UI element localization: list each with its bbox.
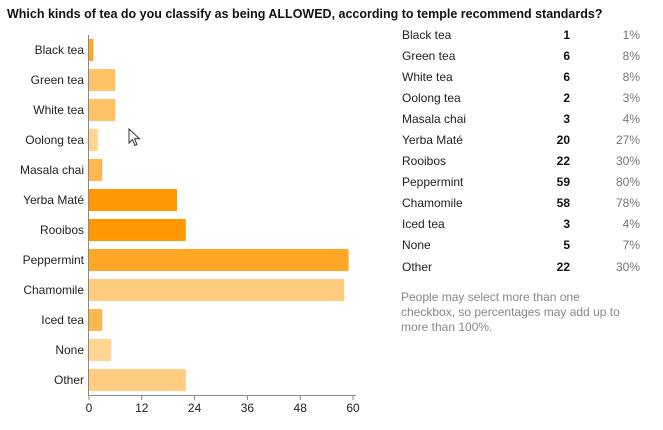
table-percentage: 30% <box>615 154 640 169</box>
category-label: Green tea <box>31 73 85 87</box>
category-label: Peppermint <box>23 253 85 267</box>
table-category: Masala chai <box>402 111 467 126</box>
table-count: 58 <box>556 196 570 211</box>
bar-7 <box>89 249 349 271</box>
bar-4 <box>89 159 103 181</box>
table-row: Yerba Maté 20 27% <box>402 129 640 150</box>
table-row: Other 22 30% <box>402 256 640 277</box>
table-percentage: 8% <box>622 48 640 63</box>
table-category: Peppermint <box>402 175 464 190</box>
category-label: White tea <box>33 103 84 117</box>
category-label: Yerba Maté <box>23 193 84 207</box>
table-row: None 5 7% <box>402 235 640 256</box>
table-count: 1 <box>563 27 570 42</box>
table-count: 22 <box>556 154 570 169</box>
table-count: 6 <box>563 48 570 63</box>
table-row: Peppermint 59 80% <box>402 172 640 193</box>
table-row: Chamomile 58 78% <box>402 193 640 214</box>
table-category: Oolong tea <box>402 90 461 105</box>
bar-11 <box>89 369 186 391</box>
table-count: 2 <box>563 90 570 105</box>
category-label: Chamomile <box>23 283 84 297</box>
table-category: Iced tea <box>402 217 445 232</box>
bar-10 <box>89 339 111 361</box>
table-count: 3 <box>563 217 570 232</box>
table-category: Rooibos <box>402 154 447 169</box>
bar-9 <box>89 309 103 331</box>
bar-6 <box>89 219 186 241</box>
category-label: Masala chai <box>20 163 84 177</box>
x-tick-label: 0 <box>86 401 93 415</box>
category-label: None <box>55 343 84 357</box>
x-tick-label: 24 <box>188 401 202 415</box>
table-category: Black tea <box>402 27 452 42</box>
table-row: Oolong tea 2 3% <box>402 87 640 108</box>
category-label: Black tea <box>35 43 85 57</box>
bar-0 <box>89 39 94 61</box>
table-count: 59 <box>556 175 570 190</box>
table-category: Other <box>402 259 433 274</box>
x-axis-ticks: 0 12 24 36 48 60 <box>86 395 360 415</box>
bar-2 <box>89 99 116 121</box>
table-percentage: 4% <box>622 217 640 232</box>
category-label: Oolong tea <box>25 133 84 147</box>
table-count: 3 <box>563 111 570 126</box>
table-category: White tea <box>402 69 453 84</box>
table-row: Masala chai 3 4% <box>402 108 640 129</box>
bar-3 <box>89 129 98 151</box>
category-labels: Black tea Green tea White tea Oolong tea Mas… <box>20 43 85 387</box>
category-label: Other <box>54 373 84 387</box>
table-count: 6 <box>563 69 570 84</box>
table-category: None <box>402 238 431 253</box>
table-row: Iced tea 3 4% <box>402 214 640 235</box>
x-tick-label: 48 <box>294 401 308 415</box>
table-percentage: 27% <box>615 133 640 148</box>
table-percentage: 30% <box>615 259 640 274</box>
table-category: Green tea <box>402 48 456 63</box>
table-percentage: 78% <box>615 196 640 211</box>
mouse-cursor-icon <box>128 128 141 147</box>
table-count: 22 <box>556 259 570 274</box>
table-percentage: 8% <box>622 69 640 84</box>
table-category: Yerba Maté <box>402 133 463 148</box>
category-label: Rooibos <box>40 223 84 237</box>
table-percentage: 4% <box>622 111 640 126</box>
bar-chart: Black tea Green tea White tea Oolong tea Mas… <box>20 35 360 415</box>
table-row: Green tea 6 8% <box>402 45 640 66</box>
x-tick-label: 12 <box>135 401 149 415</box>
table-row: White tea 6 8% <box>402 66 640 87</box>
table-percentage: 7% <box>622 238 640 253</box>
category-label: Iced tea <box>41 313 84 327</box>
results-table: Black tea 1 1% Green tea 6 8% White tea 6 8% Oolo… <box>402 24 640 277</box>
x-tick-label: 36 <box>241 401 255 415</box>
table-percentage: 1% <box>622 27 640 42</box>
table-category: Chamomile <box>402 196 463 211</box>
table-count: 5 <box>563 238 570 253</box>
footnote: People may select more than one checkbox… <box>401 290 620 334</box>
bars-group <box>89 39 349 391</box>
table-percentage: 3% <box>622 90 640 105</box>
table-row: Rooibos 22 30% <box>402 151 640 172</box>
bar-5 <box>89 189 177 211</box>
bar-1 <box>89 69 116 91</box>
table-count: 20 <box>556 133 570 148</box>
x-tick-label: 60 <box>346 401 360 415</box>
table-percentage: 80% <box>615 175 640 190</box>
table-row: Black tea 1 1% <box>402 24 640 45</box>
bar-8 <box>89 279 345 301</box>
chart-title: Which kinds of tea do you classify as be… <box>7 7 603 21</box>
